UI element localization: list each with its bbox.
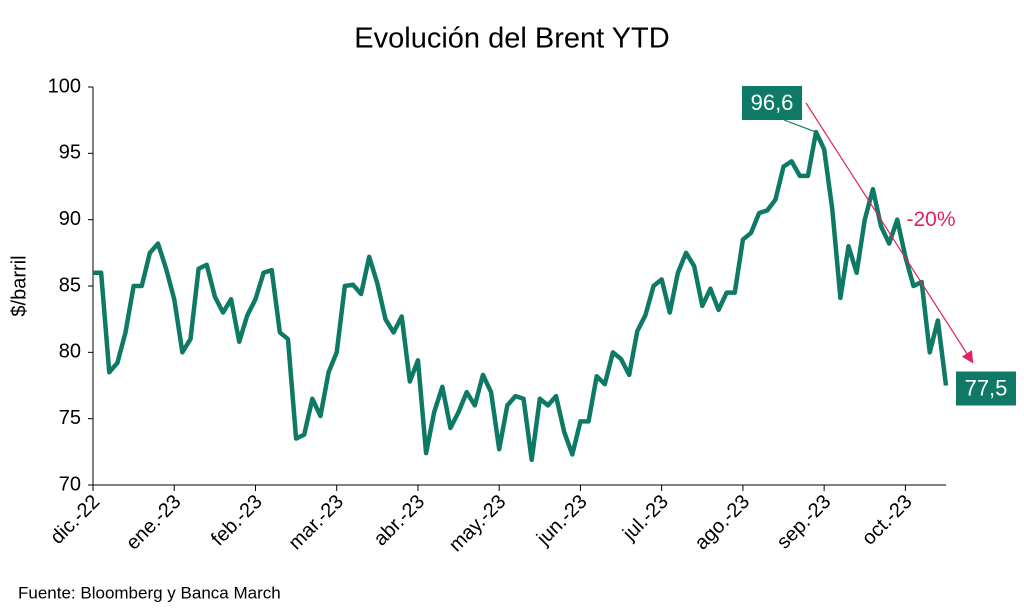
y-tick-label: 100 (48, 75, 81, 97)
y-tick-label: 95 (59, 142, 81, 164)
y-axis-label: $/barril (8, 255, 30, 316)
chart-title: Evolución del Brent YTD (354, 23, 669, 55)
label-leader (783, 119, 817, 133)
x-tick-label: feb.-23 (207, 491, 267, 551)
source-note: Fuente: Bloomberg y Banca March (18, 583, 281, 602)
y-tick-label: 80 (59, 341, 81, 363)
x-tick-label: oct.-23 (858, 491, 917, 550)
x-tick-label: ago.-23 (691, 491, 755, 555)
change-annotation: -20% (906, 208, 955, 231)
change-arrow (805, 102, 974, 364)
value-label: 77,5 (965, 375, 1008, 400)
value-label-box (956, 371, 1016, 406)
y-tick-label: 85 (59, 274, 81, 296)
x-tick-label: sep.-23 (773, 491, 836, 554)
y-tick-label: 70 (59, 473, 81, 495)
x-tick-label: dic.-22 (46, 491, 104, 549)
x-tick-label: jun.-23 (532, 491, 592, 551)
value-label: 96,6 (751, 90, 794, 115)
y-tick-label: 75 (59, 407, 81, 429)
series-line (93, 129, 949, 463)
y-tick-label: 90 (59, 208, 81, 230)
x-tick-label: ene.-23 (122, 491, 186, 555)
x-tick-label: mar.-23 (284, 491, 348, 555)
x-tick-label: abr.-23 (370, 491, 430, 551)
value-label-box (742, 86, 803, 120)
x-tick-label: may.-23 (445, 491, 511, 557)
x-tick-label: jul.-23 (618, 491, 673, 546)
